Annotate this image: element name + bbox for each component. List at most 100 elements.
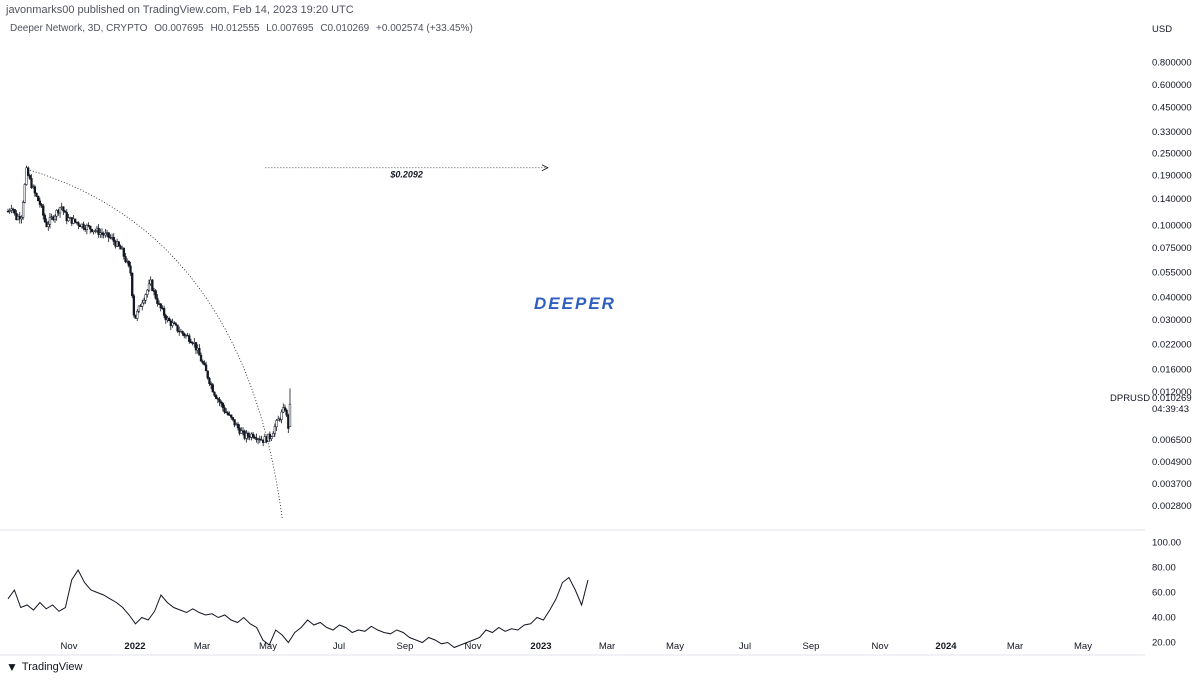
candle — [136, 309, 139, 322]
candle — [104, 229, 107, 238]
candle-body — [144, 294, 147, 301]
target-arrow-icon — [541, 164, 549, 172]
candle-body — [204, 364, 208, 372]
time-tick-label: Jul — [333, 641, 345, 652]
candle — [183, 332, 186, 339]
candle-body — [194, 342, 198, 351]
candle — [231, 417, 235, 422]
candle — [38, 197, 42, 208]
price-tick-label: 0.012000 — [1152, 387, 1192, 398]
candle — [89, 225, 92, 234]
candle — [154, 288, 157, 300]
candle — [240, 427, 243, 434]
candle — [85, 223, 89, 235]
oscillator-tick-label: 20.00 — [1152, 638, 1176, 649]
candle-body — [67, 217, 70, 222]
candle-body — [21, 202, 25, 218]
descending-trendline — [26, 168, 283, 519]
tradingview-footer[interactable]: ▼ TradingView — [6, 660, 82, 674]
candle — [211, 383, 214, 393]
candle-body — [77, 222, 80, 226]
time-tick-label: 2022 — [124, 641, 145, 652]
candle-body — [47, 224, 50, 228]
candle — [127, 260, 131, 268]
time-tick-label: Nov — [465, 641, 482, 652]
candle — [37, 195, 40, 202]
candle — [43, 213, 47, 224]
candle-body — [208, 377, 211, 385]
oscillator-line — [7, 568, 589, 649]
candle-body — [283, 407, 287, 411]
candle — [6, 208, 10, 213]
candle — [90, 228, 94, 233]
candle-body — [225, 411, 228, 414]
candle-body — [30, 178, 33, 189]
candle — [280, 409, 283, 424]
candle — [48, 213, 52, 229]
candle-body — [8, 210, 11, 212]
candle — [21, 200, 25, 220]
candle-body — [73, 218, 77, 223]
candle-body — [226, 412, 230, 415]
price-axis: USD 0.800000 0.600000 0.450000 0.330000 0.250… — [0, 24, 1192, 656]
time-tick-label: Nov — [872, 641, 889, 652]
candle-body — [230, 414, 233, 418]
time-tick-label: 2024 — [935, 641, 957, 652]
candle-body — [38, 200, 42, 205]
candle-body — [288, 403, 292, 428]
candle — [94, 228, 97, 234]
time-tick-label: May — [666, 641, 684, 652]
candle — [82, 221, 85, 231]
time-tick-label: May — [259, 641, 277, 652]
candle-body — [147, 283, 151, 291]
candle — [203, 360, 206, 366]
candle — [28, 173, 31, 181]
candle-body — [112, 237, 115, 242]
tradingview-brand: TradingView — [21, 661, 83, 673]
candle — [159, 303, 162, 312]
candle-body — [40, 204, 43, 207]
candle — [288, 388, 292, 428]
candle-body — [214, 395, 218, 399]
symbol-tag: DPRUSD — [1110, 393, 1150, 404]
candle — [204, 361, 208, 372]
candle — [13, 209, 16, 216]
candle-body — [55, 210, 58, 217]
candle-body — [268, 433, 271, 439]
candle-body — [280, 411, 283, 420]
candle — [151, 279, 154, 292]
price-tick-label: 0.100000 — [1152, 221, 1192, 232]
candle-body — [216, 398, 219, 400]
candle-body — [129, 265, 132, 274]
candle-body — [58, 206, 62, 214]
candle-body — [137, 305, 141, 312]
candle-body — [159, 303, 162, 309]
candle — [146, 289, 149, 298]
candle-body — [209, 383, 213, 385]
candle — [73, 218, 77, 224]
candle-body — [173, 322, 176, 324]
candle — [47, 220, 50, 231]
candle-body — [20, 217, 23, 220]
candle-body — [189, 341, 193, 344]
price-tick-label: 0.022000 — [1152, 339, 1192, 350]
candle — [208, 377, 211, 387]
candle — [100, 228, 104, 239]
candle — [25, 165, 28, 186]
time-tick-label: Mar — [599, 641, 615, 652]
candle-body — [6, 211, 10, 213]
candle-body — [87, 224, 90, 227]
price-tick-label: 0.450000 — [1152, 103, 1192, 114]
candle-body — [156, 298, 159, 304]
candle — [181, 330, 184, 336]
candle-body — [104, 232, 107, 236]
time-tick-label: Mar — [1007, 641, 1023, 652]
candle-body — [251, 433, 255, 438]
candle — [221, 402, 224, 412]
candle — [214, 393, 218, 400]
candle-body — [253, 436, 256, 439]
candle — [142, 297, 146, 305]
candle-body — [117, 241, 120, 247]
candle-body — [246, 432, 250, 437]
